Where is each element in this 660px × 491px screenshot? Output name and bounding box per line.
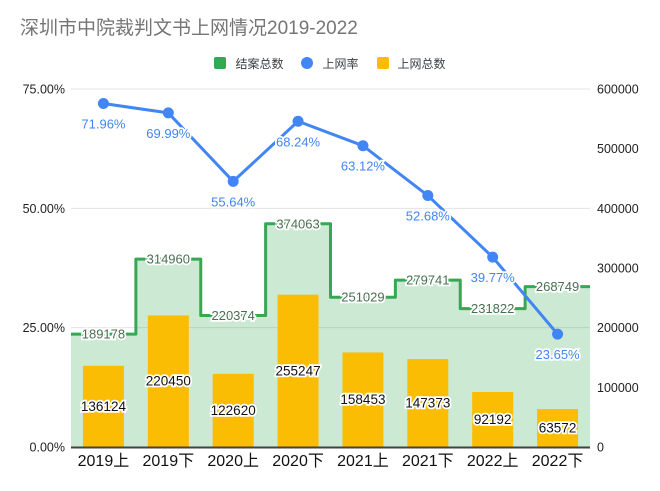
line-series xyxy=(101,102,560,336)
line-value-label: 23.65% xyxy=(536,347,581,362)
legend-label: 结案总数 xyxy=(235,56,284,71)
line-value-label: 39.77% xyxy=(471,270,516,285)
line-value-label: 63.12% xyxy=(341,159,386,174)
line-point-2021下[interactable] xyxy=(422,190,434,202)
stepped-area-value-label: 231822 xyxy=(471,301,514,316)
left-axis-tick-label: 25.00% xyxy=(23,321,65,335)
legend-item-online-total[interactable]: 上网总数 xyxy=(376,55,446,72)
bar-2019下[interactable] xyxy=(147,315,189,447)
bar-value-label: 63572 xyxy=(539,421,577,436)
left-axis-tick-label: 0.00% xyxy=(30,441,65,455)
legend-circle-icon xyxy=(301,57,314,69)
line-point-2020下[interactable] xyxy=(292,115,304,127)
bar-value-label: 122620 xyxy=(211,403,256,418)
bar-value-label: 220450 xyxy=(146,374,191,389)
left-axis-tick-label: 50.00% xyxy=(23,202,65,216)
x-axis-label: 2022下 xyxy=(532,453,584,470)
stepped-area-value-label: 279741 xyxy=(406,273,449,288)
stepped-area-value-label: 251029 xyxy=(341,290,384,305)
line-point-2022上[interactable] xyxy=(487,251,499,263)
bar-value-label: 255247 xyxy=(276,363,321,378)
bar-2019上[interactable] xyxy=(82,365,124,447)
line-value-label: 52.68% xyxy=(406,209,451,224)
right-axis-tick-label: 500000 xyxy=(597,142,639,156)
bar-value-label: 92192 xyxy=(474,412,512,427)
bar-2022上[interactable] xyxy=(472,391,514,447)
line-point-2022下[interactable] xyxy=(552,328,564,340)
bar-2021上[interactable] xyxy=(342,352,384,447)
right-axis-tick-label: 400000 xyxy=(597,202,639,216)
x-axis-label: 2022上 xyxy=(467,452,519,470)
right-axis-tick-label: 300000 xyxy=(597,262,639,276)
stepped-area-value-label: 268749 xyxy=(536,279,579,294)
left-axis-tick-label: 75.00% xyxy=(23,83,65,97)
right-axis-tick-label: 0 xyxy=(597,441,604,455)
line-point-2021上[interactable] xyxy=(357,140,369,152)
stepped-area-value-label: 220374 xyxy=(211,308,254,323)
line-value-label: 69.99% xyxy=(146,126,191,141)
line-value-label: 68.24% xyxy=(276,134,321,149)
right-axis-tick-label: 100000 xyxy=(597,381,639,395)
legend-square-icon xyxy=(214,57,227,69)
line-point-2020上[interactable] xyxy=(227,175,239,187)
line-value-label: 71.96% xyxy=(81,117,126,132)
stepped-area-value-label: 374063 xyxy=(276,216,319,231)
legend-label: 上网总数 xyxy=(397,56,446,71)
line-value-label: 55.64% xyxy=(211,194,256,209)
bar-2020上[interactable] xyxy=(212,373,254,447)
x-axis-label: 2019上 xyxy=(78,452,130,470)
right-axis-tick-label: 600000 xyxy=(597,83,639,97)
bar-value-label: 158453 xyxy=(340,392,385,407)
line-point-2019下[interactable] xyxy=(162,107,174,119)
bar-value-label: 136124 xyxy=(81,399,127,414)
bar-2021下[interactable] xyxy=(407,359,449,447)
bar-value-label: 147373 xyxy=(405,396,450,411)
x-axis-label: 2020下 xyxy=(272,453,324,470)
stepped-area-outline xyxy=(71,222,590,336)
stepped-area-value-label: 314960 xyxy=(147,252,190,267)
stepped-area-value-label: 189178 xyxy=(82,327,125,342)
legend-item-closed-cases[interactable]: 结案总数 xyxy=(214,55,283,72)
line-point-2019上[interactable] xyxy=(97,98,109,110)
bar-2020下[interactable] xyxy=(277,294,319,447)
legend-item-online-rate[interactable]: 上网率 xyxy=(301,55,359,72)
legend-label: 上网率 xyxy=(322,56,359,71)
bar-2022下[interactable] xyxy=(537,409,579,447)
chart-title: 深圳市中院裁判文书上网情况2019-2022 xyxy=(20,18,358,39)
x-axis-label: 2019下 xyxy=(143,453,195,470)
x-axis-label: 2020上 xyxy=(207,452,259,470)
x-axis-label: 2021下 xyxy=(402,453,454,470)
legend-square-icon xyxy=(376,57,389,69)
legend: 结案总数 上网率 上网总数 xyxy=(0,55,660,71)
right-axis-tick-label: 200000 xyxy=(597,321,639,335)
x-axis-label: 2021上 xyxy=(337,452,389,470)
